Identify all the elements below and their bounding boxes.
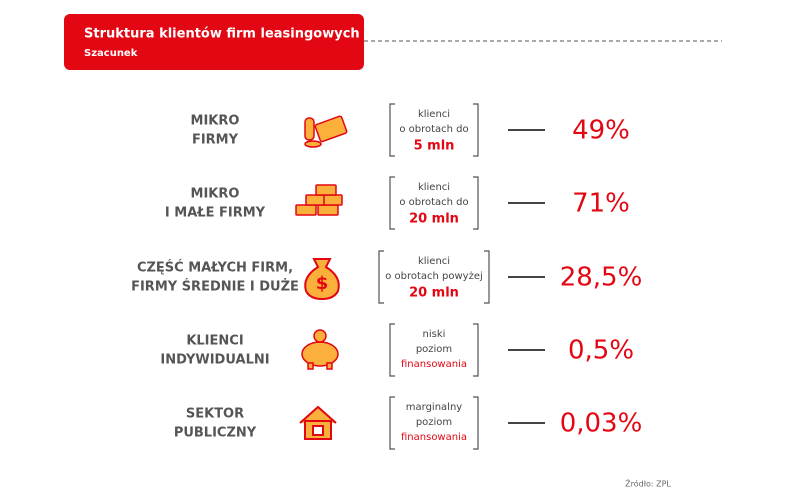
svg-text:$: $ — [316, 273, 329, 294]
value: 0,5% — [568, 336, 634, 366]
description: klienci — [418, 256, 450, 267]
description-highlight: 20 mln — [409, 286, 459, 301]
value: 71% — [572, 189, 630, 219]
piggy-bank-icon — [301, 329, 339, 370]
description: marginalny — [406, 402, 463, 413]
source: Źródło: ZPL — [625, 478, 671, 489]
description-highlight: 5 mln — [414, 139, 455, 154]
row-label: SEKTOR — [186, 407, 244, 422]
description: poziom — [416, 344, 452, 355]
money-bag-icon: $ — [304, 258, 340, 301]
bracket — [378, 250, 490, 304]
row-label: INDYWIDUALNI — [160, 353, 269, 368]
row-label: KLIENCI — [186, 334, 243, 349]
money-stack-icon — [295, 184, 343, 216]
description: klienci — [418, 109, 450, 120]
value: 0,03% — [560, 409, 643, 439]
subtitle: Szacunek — [84, 48, 138, 59]
description: poziom — [416, 417, 452, 428]
description: niski — [423, 329, 446, 340]
bracket — [389, 176, 479, 230]
header-box — [64, 14, 364, 70]
description: o obrotach powyżej — [385, 271, 483, 282]
title: Struktura klientów firm leasingowych — [84, 27, 360, 42]
bracket — [389, 396, 479, 450]
description-highlight: finansowania — [401, 432, 467, 443]
row-label: FIRMY ŚREDNIE I DUŻE — [131, 279, 299, 295]
description: o obrotach do — [399, 197, 468, 208]
row-label: FIRMY — [192, 133, 239, 148]
value: 49% — [572, 116, 630, 146]
row-label: MIKRO — [191, 187, 240, 202]
row-label: PUBLICZNY — [174, 426, 257, 441]
value: 28,5% — [560, 263, 643, 293]
row-label: I MAŁE FIRMY — [165, 206, 266, 221]
row-label: MIKRO — [191, 114, 240, 129]
bracket — [389, 103, 479, 157]
description-highlight: 20 mln — [409, 212, 459, 227]
row-label: CZĘŚĆ MAŁYCH FIRM, — [137, 260, 293, 276]
description: klienci — [418, 182, 450, 193]
description-highlight: finansowania — [401, 359, 467, 370]
coins-icon — [304, 115, 348, 148]
description: o obrotach do — [399, 124, 468, 135]
house-icon — [299, 405, 337, 440]
bracket — [389, 323, 479, 377]
